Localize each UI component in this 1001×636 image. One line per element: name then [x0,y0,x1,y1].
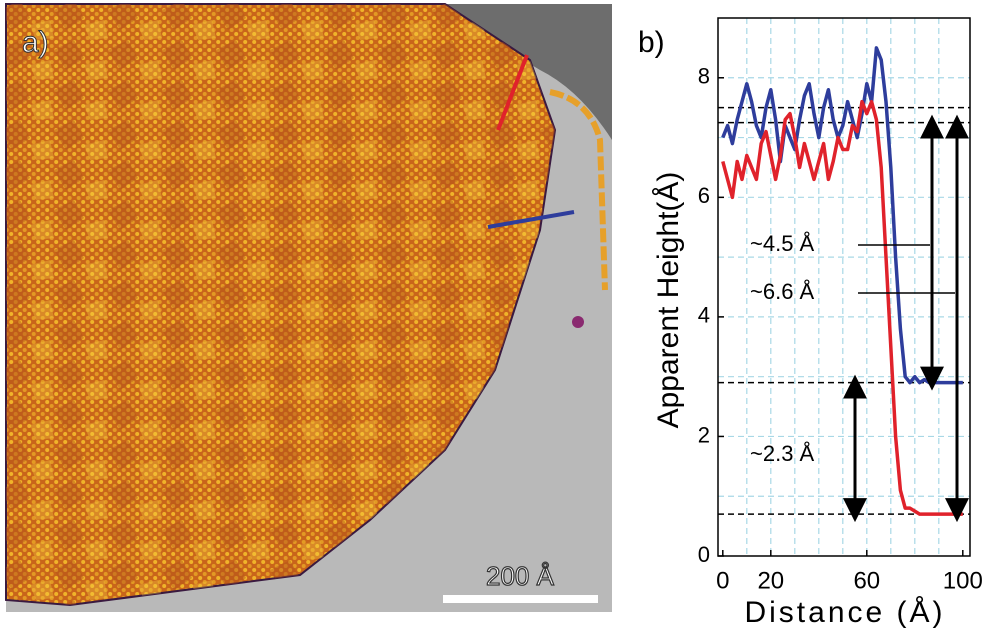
x-tick-label: 100 [943,567,983,594]
panel-label: b) [638,26,665,59]
stm-image: 200 Å a) [5,3,612,612]
plot-frame [717,17,971,557]
scale-bar [443,595,598,603]
annotation: ~4.5 Å [750,231,815,256]
y-tick-label: 4 [698,303,710,328]
annotation: ~2.3 Å [750,441,815,466]
island-texture [6,4,555,605]
blue-profile-line [487,210,575,229]
x-tick-label: 0 [716,567,729,594]
y-tick-label: 8 [698,64,710,89]
edge-chain [549,89,608,291]
x-tick-label: 60 [853,567,880,594]
panel-label: a) [22,26,49,59]
y-tick-label: 0 [698,542,710,567]
adsorbate [572,316,584,328]
data-line [721,99,963,516]
y-tick-label: 2 [698,422,710,447]
annotation: ~6.6 Å [750,279,815,304]
x-tick-label: 20 [757,567,784,594]
scale-bar-label: 200 Å [486,561,555,591]
dark-region [430,4,612,140]
y-axis-label: Apparent Height(Å) [652,172,685,429]
x-axis-label: Distance (Å) [744,596,945,629]
y-tick-label: 6 [698,183,710,208]
red-profile-line [496,54,529,131]
